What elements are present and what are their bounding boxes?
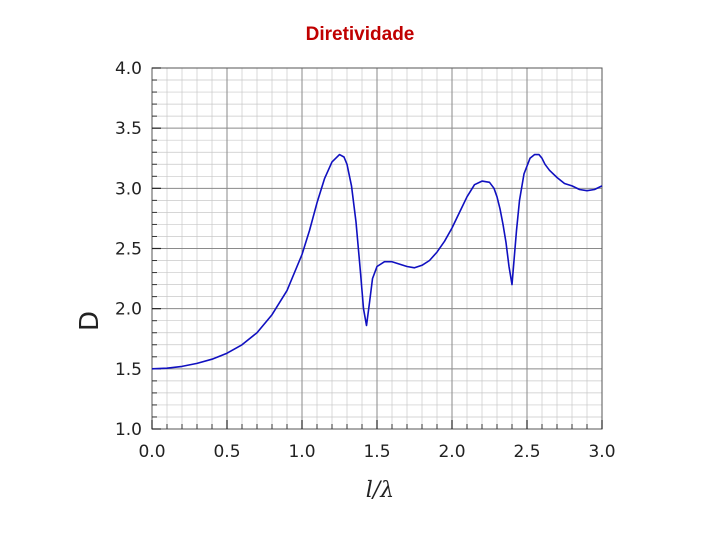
x-tick-label: 1.0 <box>288 442 315 462</box>
y-axis-label: D <box>75 311 105 331</box>
x-tick-labels: 0.0 0.5 1.0 1.5 2.0 2.5 3.0 <box>138 442 615 462</box>
y-tick-labels: 1.0 1.5 2.0 2.5 3.0 3.5 4.0 <box>115 59 142 440</box>
x-tick-label: 0.0 <box>138 442 165 462</box>
x-tick-label: 1.5 <box>363 442 390 462</box>
y-tick-label: 1.0 <box>115 420 142 440</box>
x-tick-label: 3.0 <box>588 442 615 462</box>
x-tick-label: 2.0 <box>438 442 465 462</box>
y-tick-label: 3.5 <box>115 119 142 139</box>
y-tick-label: 3.0 <box>115 179 142 199</box>
y-tick-label: 2.5 <box>115 240 142 260</box>
series-line <box>151 153 603 370</box>
x-axis-label: l/λ <box>366 478 394 503</box>
x-tick-label: 0.5 <box>213 442 240 462</box>
y-tick-label: 1.5 <box>115 360 142 380</box>
tick-marks <box>151 67 603 430</box>
x-tick-label: 2.5 <box>513 442 540 462</box>
y-tick-label: 2.0 <box>115 300 142 320</box>
data-lines <box>151 153 603 370</box>
slide-title: Diretividade <box>305 24 415 45</box>
y-tick-label: 4.0 <box>115 59 142 79</box>
